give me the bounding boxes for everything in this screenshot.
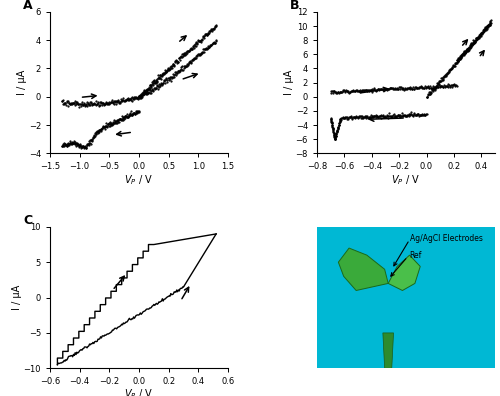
FancyBboxPatch shape: [317, 227, 495, 368]
Y-axis label: I / μA: I / μA: [18, 70, 28, 95]
Y-axis label: I / μA: I / μA: [12, 285, 22, 310]
Text: A: A: [24, 0, 33, 12]
Polygon shape: [338, 248, 388, 291]
Y-axis label: I / μA: I / μA: [284, 70, 294, 95]
X-axis label: $V_P$ / V: $V_P$ / V: [124, 388, 154, 396]
Text: B: B: [290, 0, 300, 12]
Polygon shape: [388, 255, 420, 291]
Polygon shape: [383, 333, 394, 368]
Text: Ag/AgCl Electrodes: Ag/AgCl Electrodes: [410, 234, 482, 243]
Text: Ref: Ref: [410, 251, 422, 260]
X-axis label: $V_P$ / V: $V_P$ / V: [124, 173, 154, 187]
Text: C: C: [24, 214, 32, 227]
X-axis label: $V_P$ / V: $V_P$ / V: [392, 173, 420, 187]
